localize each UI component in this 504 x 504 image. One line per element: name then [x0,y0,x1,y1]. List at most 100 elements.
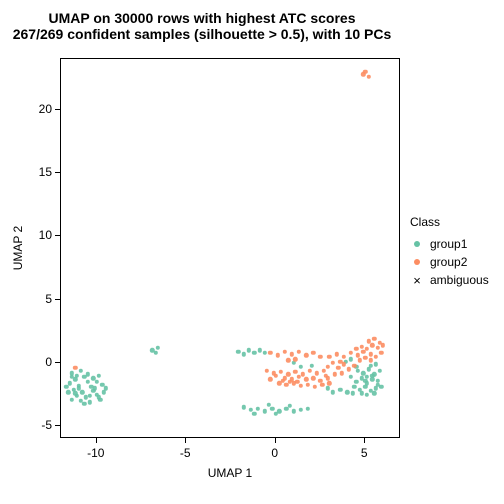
data-point [359,391,363,395]
y-tick-label: -5 [32,418,52,432]
legend-swatch [410,255,424,269]
data-point [64,385,68,389]
data-point [325,386,329,390]
title-line-2: 267/269 confident samples (silhouette > … [0,26,404,42]
data-point [268,351,272,355]
x-tick-mark [96,438,97,443]
x-axis-label: UMAP 1 [208,466,252,480]
y-tick-label: 20 [32,102,52,116]
x-tick-label: 5 [361,446,368,460]
data-point [309,363,313,367]
data-point [365,392,369,396]
y-tick-mark [55,109,60,110]
data-point [354,380,358,384]
data-point [361,349,365,353]
data-point [356,353,360,357]
data-point [368,363,372,367]
data-point [265,368,269,372]
data-point [304,377,308,381]
data-point [363,385,367,389]
data-point [297,375,301,379]
legend-item: × ambiguous [410,271,489,289]
y-tick-mark [55,425,60,426]
data-point [306,406,310,410]
x-tick-mark [275,438,276,443]
data-point [247,348,251,352]
data-point [279,370,283,374]
data-point [290,352,294,356]
data-point [73,377,77,381]
data-point [291,361,295,365]
data-point [257,348,261,352]
data-point [154,351,158,355]
data-point [356,368,360,372]
data-point [252,351,256,355]
data-point [374,354,378,358]
data-point [86,380,90,384]
legend-item: group1 [410,235,489,253]
data-point [311,376,315,380]
data-point [286,358,290,362]
y-tick-label: 0 [32,355,52,369]
data-point [322,368,326,372]
plot-area [61,59,399,437]
data-point [320,382,324,386]
data-point [256,406,260,410]
data-point [282,349,286,353]
data-point [325,365,329,369]
data-point [68,381,72,385]
data-point [87,400,91,404]
data-point [350,391,354,395]
data-point [376,379,380,383]
data-point [293,357,297,361]
data-point [252,411,256,415]
title-line-1: UMAP on 30000 rows with highest ATC scor… [0,10,404,26]
data-point [331,390,335,394]
x-tick-label: 0 [271,446,278,460]
umap-scatter-chart: UMAP on 30000 rows with highest ATC scor… [0,0,504,504]
data-point [291,409,295,413]
y-tick-mark [55,235,60,236]
data-point [304,353,308,357]
data-point [363,356,367,360]
data-point [349,357,353,361]
data-point [66,390,70,394]
data-point [342,354,346,358]
data-point [349,375,353,379]
data-point [78,368,82,372]
legend-swatch [410,237,424,251]
data-point [299,365,303,369]
data-point [372,337,376,341]
data-point [87,394,91,398]
data-point [70,398,74,402]
legend-label: ambiguous [430,273,489,287]
x-tick-mark [185,438,186,443]
data-point [377,368,381,372]
data-point [275,353,279,357]
data-point [376,346,380,350]
data-point [286,372,290,376]
data-point [318,354,322,358]
data-point [270,406,274,410]
data-point [374,362,378,366]
data-point [73,366,77,370]
data-point [379,385,383,389]
data-point [345,390,349,394]
y-tick-mark [55,362,60,363]
data-point [315,371,319,375]
data-point [336,366,340,370]
data-point [363,69,367,73]
legend-x-icon: × [413,274,421,287]
legend-item: group2 [410,253,489,271]
data-point [241,352,245,356]
data-point [263,409,267,413]
data-point [155,346,159,350]
data-point [102,390,106,394]
y-tick-label: 5 [32,292,52,306]
data-point [104,386,108,390]
data-point [342,362,346,366]
legend-swatch: × [410,273,424,287]
legend-label: group1 [430,237,467,251]
y-tick-label: 10 [32,228,52,242]
data-point [274,411,278,415]
